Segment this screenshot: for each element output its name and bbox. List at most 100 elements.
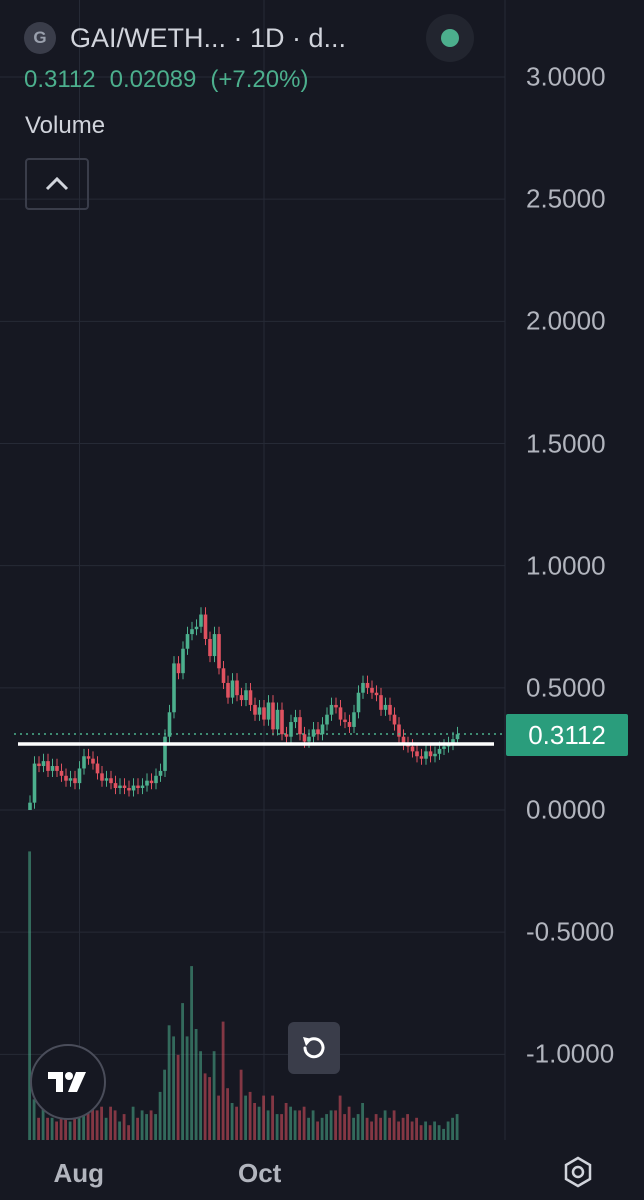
candle-body — [131, 785, 136, 791]
candle-body — [113, 783, 118, 789]
volume-bar — [95, 1110, 99, 1140]
candle-body — [208, 638, 212, 657]
candle-body — [217, 634, 221, 669]
tradingview-logo-icon[interactable] — [30, 1044, 106, 1120]
volume-bar — [100, 1106, 103, 1140]
volume-bar — [424, 1121, 427, 1140]
candle-body — [140, 785, 145, 789]
y-tick-label: 0.0000 — [526, 794, 606, 825]
volume-bar — [451, 1117, 454, 1140]
volume-bar — [383, 1110, 387, 1140]
volume-bar — [217, 1095, 220, 1140]
volume-bar — [253, 1103, 256, 1140]
candle-body — [383, 704, 388, 710]
volume-bar — [203, 1073, 207, 1140]
candle-body — [37, 763, 41, 767]
candle-body — [280, 709, 284, 735]
symbol-header[interactable]: G GAI/WETH... · 1D · d... — [24, 18, 346, 58]
volume-bar — [64, 1117, 67, 1140]
candle-body — [190, 629, 194, 635]
volume-bar — [266, 1110, 270, 1140]
candle-body — [316, 729, 320, 735]
candle-body — [289, 722, 293, 737]
volume-bar — [293, 1110, 297, 1140]
volume-bar — [329, 1110, 333, 1140]
volume-bar — [311, 1110, 315, 1140]
y-tick-label: -0.5000 — [526, 916, 615, 947]
x-tick-label: Aug — [53, 1158, 105, 1188]
candle-body — [145, 780, 149, 786]
volume-bar — [320, 1117, 324, 1140]
candle-body — [302, 734, 307, 742]
candle-body — [86, 756, 91, 759]
volume-bar — [334, 1110, 337, 1140]
chevron-up-icon — [45, 176, 69, 191]
candle-body — [149, 780, 154, 784]
volume-bar — [181, 1003, 184, 1140]
candle-body — [32, 763, 37, 803]
candle-body — [212, 634, 217, 657]
candle-body — [320, 724, 325, 735]
volume-bar — [262, 1095, 265, 1140]
candle-body — [221, 668, 226, 683]
volume-bar — [401, 1117, 405, 1140]
candle-body — [136, 785, 140, 789]
volume-bar — [113, 1110, 117, 1140]
market-status-button[interactable] — [426, 14, 474, 62]
candle-body — [388, 704, 392, 715]
volume-bar — [298, 1110, 301, 1140]
x-tick-label: Oct — [238, 1158, 282, 1188]
volume-bar — [104, 1117, 108, 1140]
symbol-logo-icon: G — [24, 22, 56, 54]
candle-body — [361, 682, 365, 693]
volume-bar — [140, 1110, 144, 1140]
volume-bar — [32, 1099, 36, 1140]
volume-bar — [307, 1117, 310, 1140]
candle-body — [325, 714, 329, 725]
candle-body — [230, 680, 235, 698]
volume-bar — [356, 1114, 360, 1140]
candle-body — [226, 682, 230, 698]
candle-body — [172, 663, 176, 713]
volume-bar — [127, 1125, 130, 1140]
candle-body — [28, 802, 32, 810]
volume-bar — [271, 1095, 274, 1140]
volume-bar — [212, 1051, 216, 1140]
candle-body — [410, 746, 415, 752]
volume-bar — [122, 1114, 126, 1140]
candle-body — [307, 736, 311, 742]
volume-bar — [343, 1114, 346, 1140]
collapse-indicators-button[interactable] — [25, 158, 89, 210]
volume-bar — [370, 1121, 373, 1140]
volume-bars — [28, 851, 459, 1140]
candle-body — [338, 707, 343, 720]
candle-body — [262, 707, 266, 720]
candle-body — [68, 778, 73, 781]
candle-body — [95, 763, 100, 774]
volume-bar — [446, 1121, 450, 1140]
candle-body — [77, 768, 82, 784]
volume-bar — [77, 1106, 81, 1140]
chart-settings-button[interactable] — [558, 1152, 598, 1192]
volume-bar — [410, 1121, 414, 1140]
volume-bar — [442, 1128, 445, 1140]
candlesticks — [28, 607, 460, 810]
candle-body — [55, 766, 59, 771]
volume-indicator-label[interactable]: Volume — [25, 112, 106, 139]
volume-bar — [82, 1106, 85, 1140]
candle-body — [239, 695, 244, 701]
volume-bar — [163, 1069, 166, 1140]
volume-bar — [55, 1121, 58, 1140]
symbol-title[interactable]: GAI/WETH... · 1D · d... — [70, 22, 347, 53]
candle-body — [424, 751, 428, 759]
reset-chart-button[interactable] — [288, 1022, 340, 1074]
candle-body — [284, 734, 289, 737]
volume-bar — [158, 1091, 162, 1140]
volume-bar — [136, 1117, 139, 1140]
volume-bar — [433, 1121, 436, 1140]
volume-bar — [194, 1029, 198, 1140]
candle-body — [109, 778, 113, 784]
candle-body — [248, 690, 253, 705]
volume-bar — [302, 1106, 306, 1140]
